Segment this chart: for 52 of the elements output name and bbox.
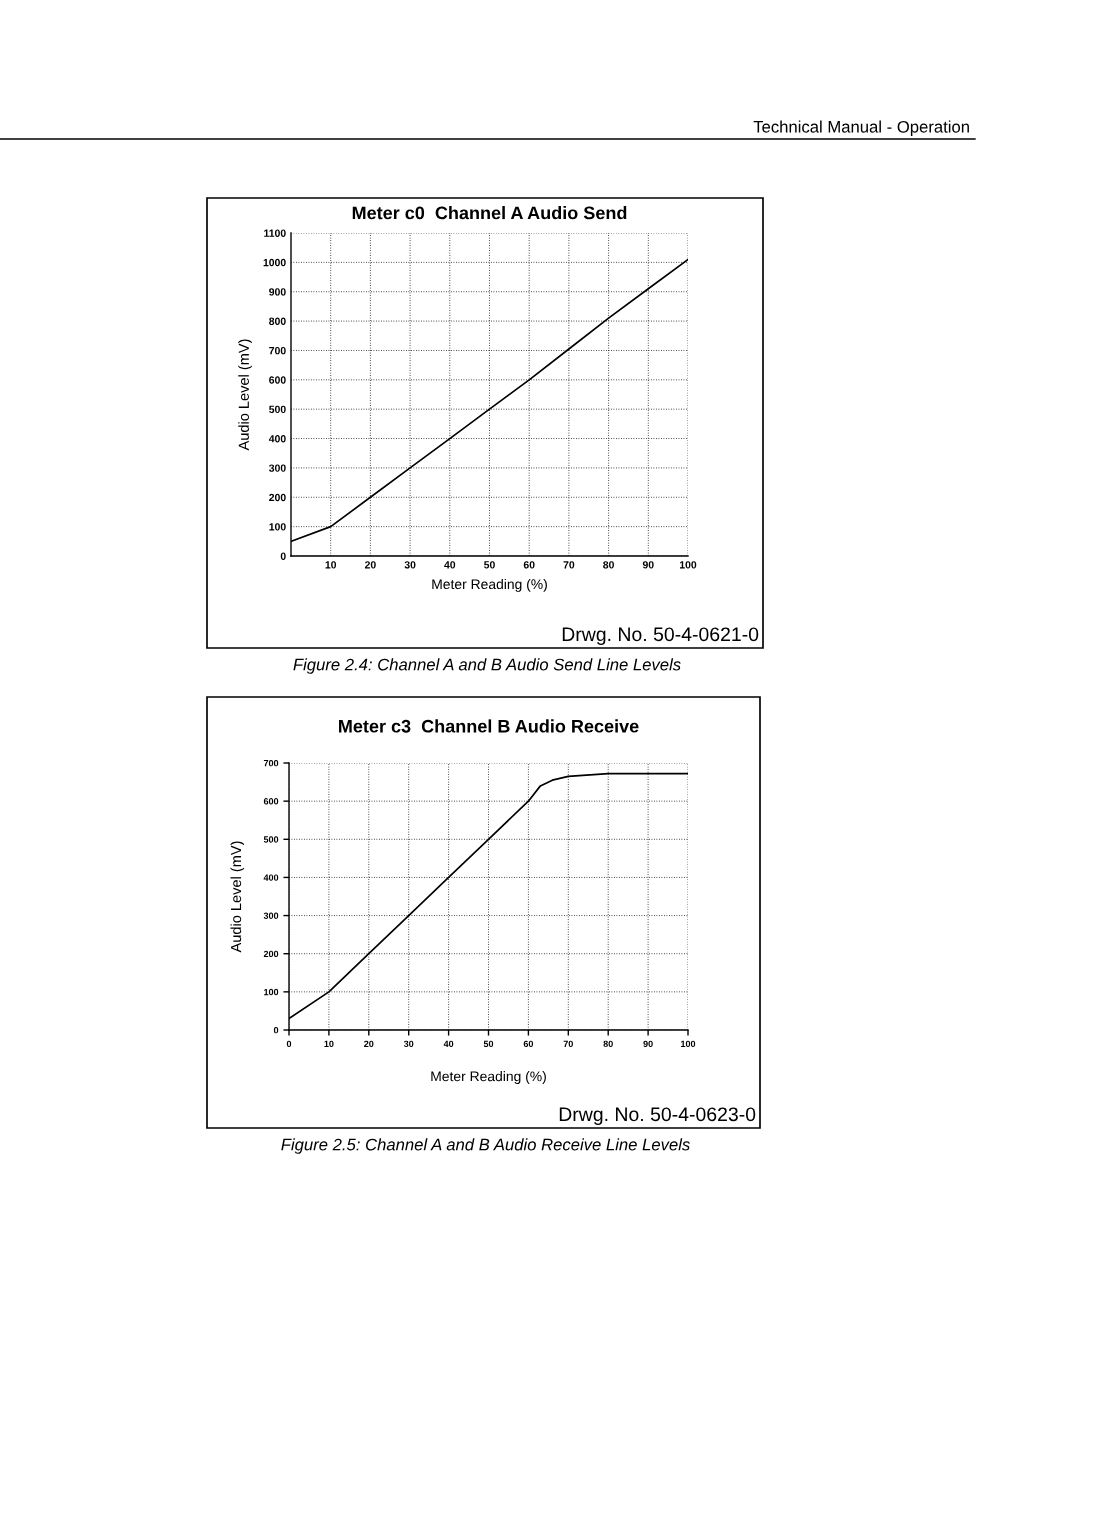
chart-title: Meter c3 Channel B Audio Receive (339, 719, 639, 733)
x-tick-label: 70 (563, 561, 575, 569)
y-tick-label: 500 (263, 836, 279, 843)
x-tick-label: 40 (443, 1040, 454, 1048)
y-tick-label: 700 (269, 346, 286, 355)
y-axis-title: Audio Level (mV) (230, 841, 245, 953)
y-tick-label: 300 (263, 912, 279, 919)
x-tick-label: 50 (483, 1040, 494, 1048)
y-tick-label: 0 (280, 552, 286, 560)
x-tick-label: 90 (643, 1040, 653, 1048)
text: Drwg. No. 50-4-0621-0 (562, 627, 759, 645)
x-tick-label: 50 (484, 561, 495, 569)
y-tick-label: 0 (273, 1026, 279, 1034)
text: Technical Manual - Operation (753, 120, 969, 136)
x-tick-label: 20 (364, 1040, 374, 1048)
y-tick-label: 800 (269, 317, 286, 325)
y-axis-title: Audio Level (mV) (238, 339, 252, 451)
x-tick-label: 70 (563, 1040, 573, 1048)
x-tick-label: 30 (404, 561, 416, 569)
x-tick-label: 60 (523, 1040, 534, 1048)
y-tick-label: 400 (263, 874, 279, 881)
y-tick-label: 200 (269, 493, 286, 502)
x-axis-title: Meter Reading (%) (431, 1071, 546, 1084)
y-tick-label: 100 (264, 988, 279, 996)
y-tick-label: 300 (269, 464, 286, 472)
y-tick-label: 500 (269, 405, 286, 414)
x-tick-label: 90 (642, 561, 654, 569)
chart-title: Meter c0 Channel A Audio Send (352, 206, 627, 220)
y-tick-label: 700 (263, 759, 279, 767)
x-tick-label: 10 (325, 561, 337, 569)
y-tick-label: 400 (268, 435, 286, 443)
caption: Figure 2.5: Channel A and B Audio Receive Line Levels (281, 1138, 690, 1154)
x-tick-label: 80 (603, 1040, 613, 1048)
x-tick-label: 60 (523, 561, 535, 569)
x-tick-label: 0 (286, 1040, 292, 1048)
x-tick-label: 20 (364, 561, 376, 569)
y-tick-label: 1000 (263, 258, 286, 267)
text: Drwg. No. 50-4-0623-0 (559, 1107, 756, 1125)
x-axis-title: Meter Reading (%) (432, 578, 547, 592)
x-tick-label: 80 (603, 561, 614, 569)
y-tick-label: 600 (269, 376, 286, 384)
caption: Figure 2.4: Channel A and B Audio Send Line Levels (293, 658, 681, 674)
x-tick-label: 100 (681, 1040, 696, 1048)
y-tick-label: 200 (263, 950, 279, 958)
y-tick-label: 600 (263, 798, 279, 805)
x-tick-label: 30 (403, 1040, 414, 1048)
x-tick-label: 100 (679, 561, 697, 569)
y-tick-label: 900 (269, 288, 286, 296)
y-tick-label: 100 (269, 523, 286, 531)
y-tick-label: 1100 (264, 229, 286, 237)
x-tick-label: 10 (324, 1040, 334, 1048)
x-tick-label: 40 (444, 561, 456, 569)
